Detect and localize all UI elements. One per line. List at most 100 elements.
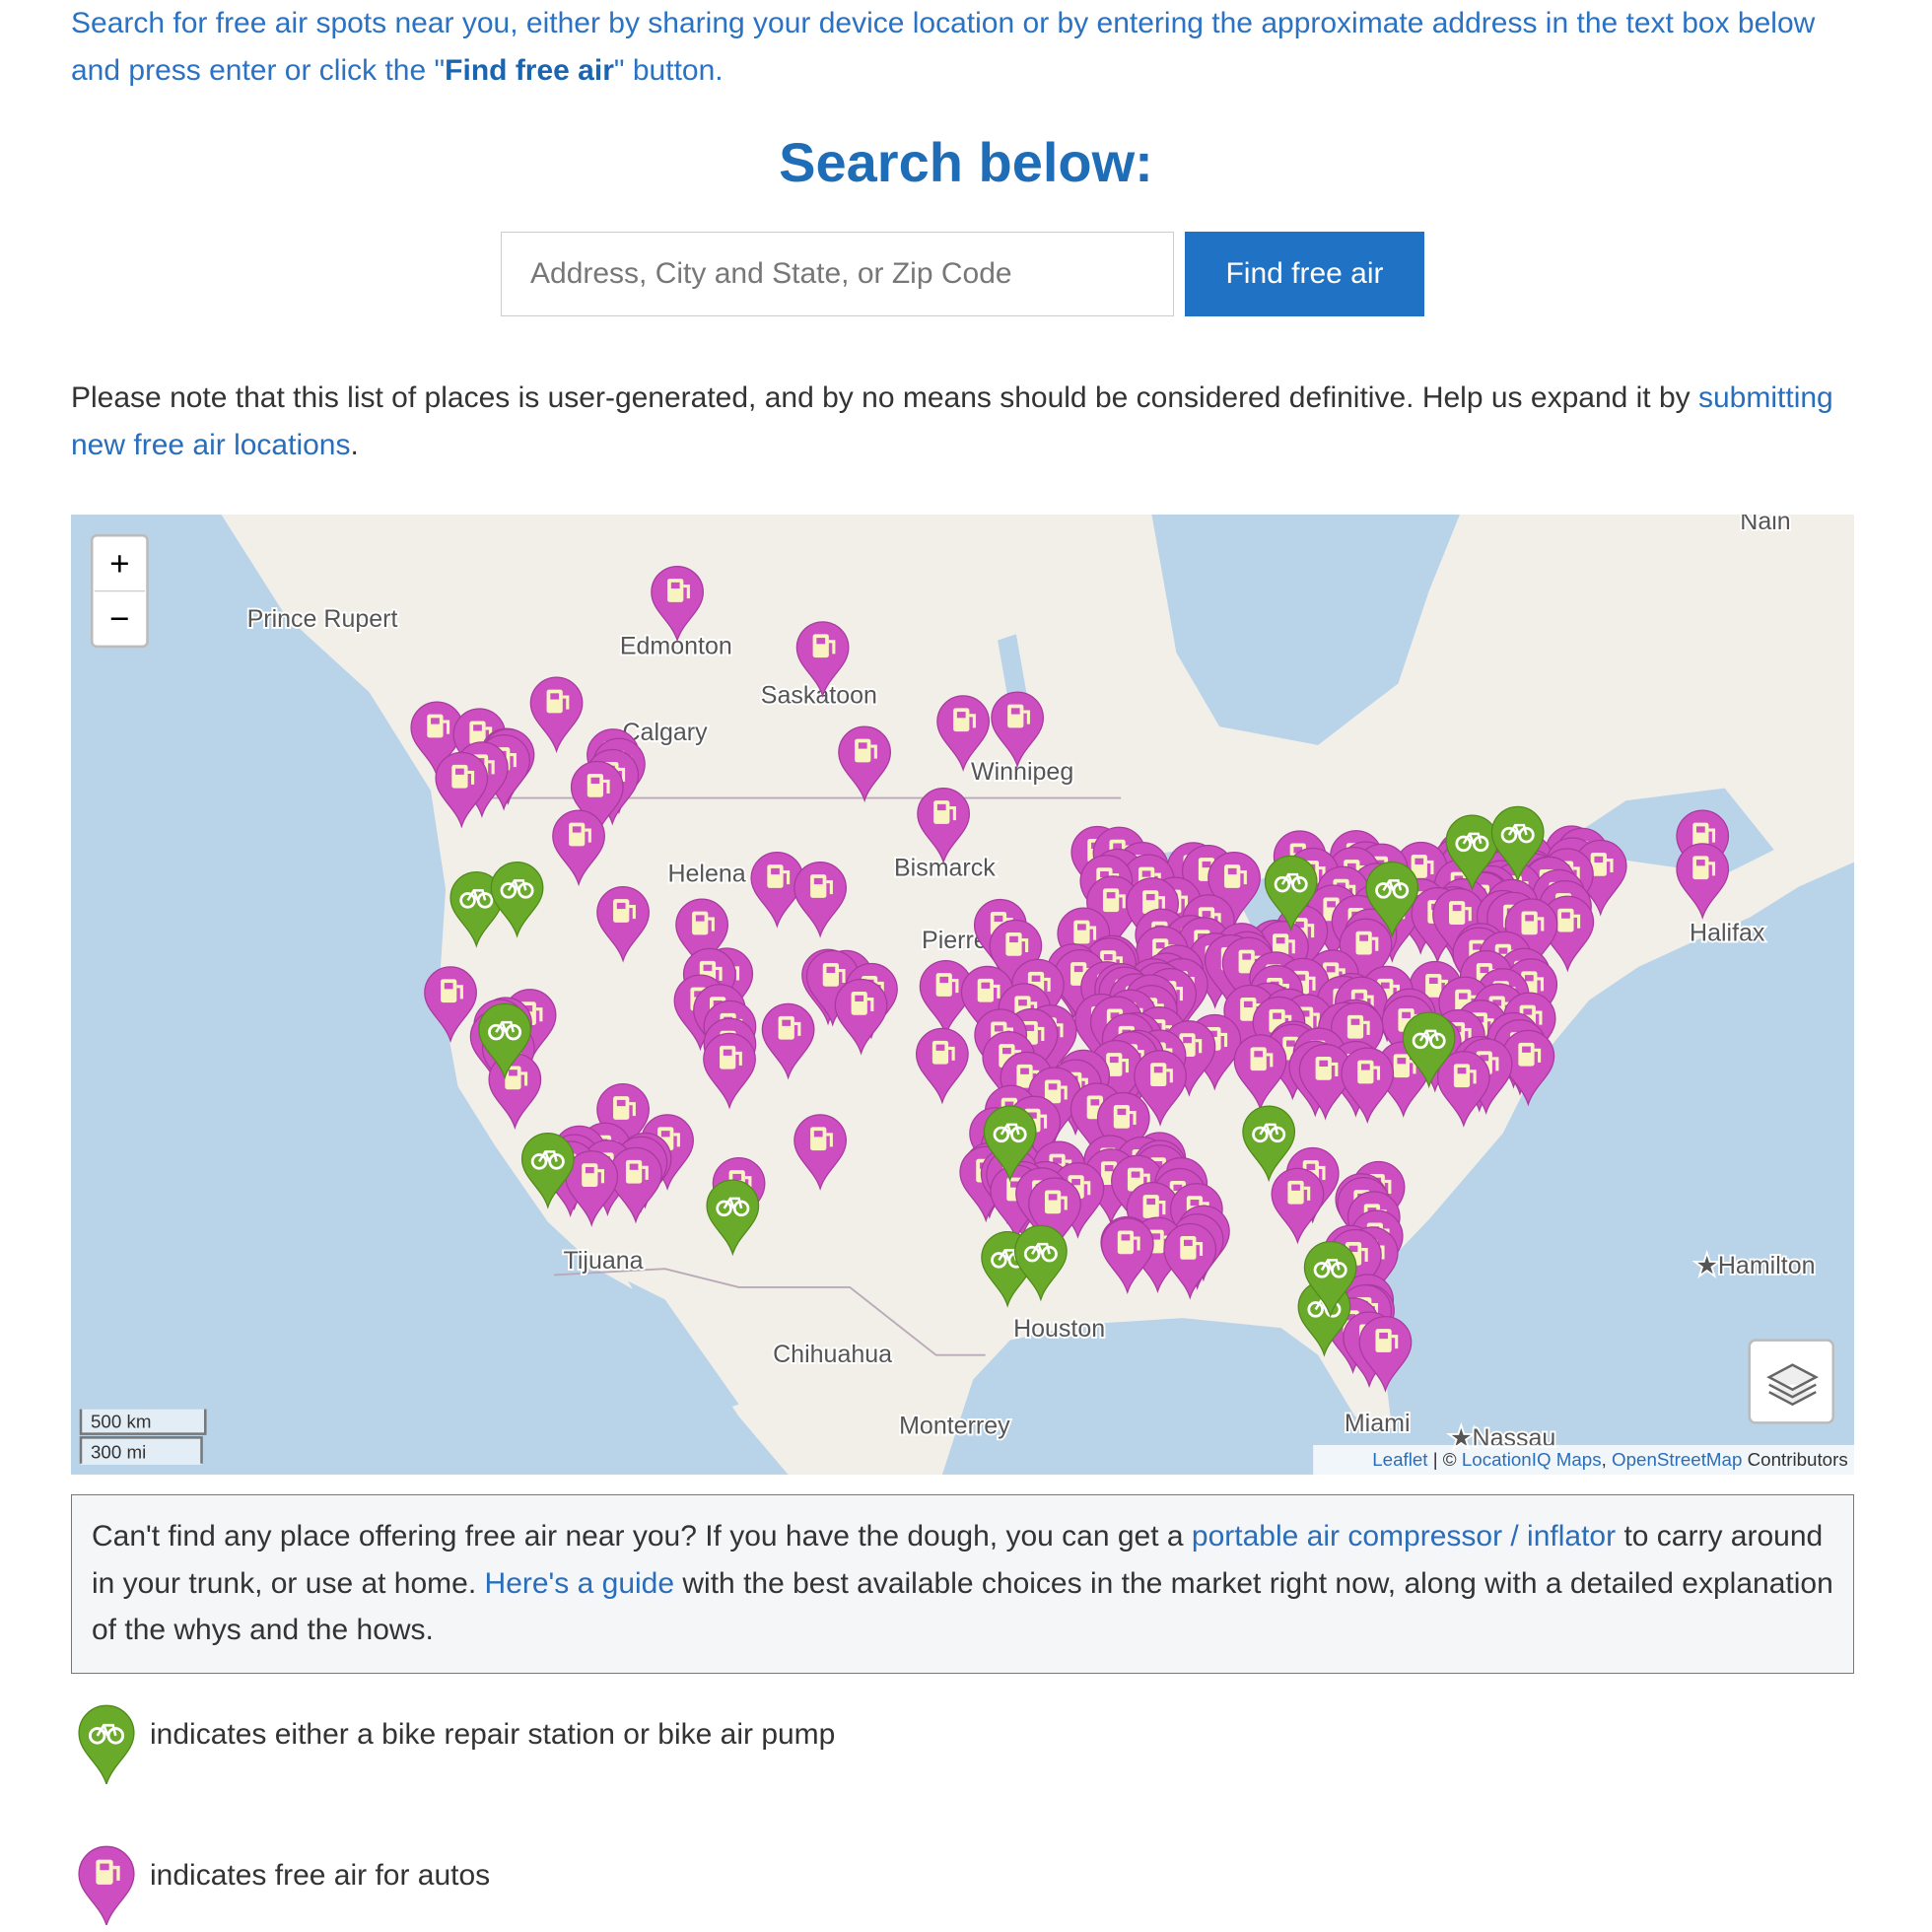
fuel-hose: [1373, 1066, 1381, 1080]
fuel-window: [1131, 1171, 1140, 1178]
fuel-window: [1360, 1064, 1370, 1070]
fuel-window: [1155, 942, 1165, 949]
auto-pin: [915, 1027, 969, 1105]
fuel-hose: [1363, 1020, 1370, 1035]
bike-pin: [1014, 1224, 1068, 1302]
bike-pin: [983, 1105, 1037, 1183]
fuel-hose: [1021, 937, 1029, 953]
auto-pin: [1432, 888, 1485, 965]
auto-pin: [1096, 1091, 1150, 1169]
fuel-icon: [1142, 1195, 1159, 1218]
fuel-window: [858, 742, 867, 749]
layers-icon: [1766, 1363, 1819, 1407]
city-label: Prince Rupert: [247, 605, 398, 633]
pin-body: [1358, 1316, 1413, 1393]
guide-link[interactable]: Here's a guide: [484, 1566, 675, 1600]
fuel-hose: [1130, 1110, 1137, 1126]
bike-pin: [1490, 805, 1545, 883]
bike-wheel: [1291, 875, 1308, 893]
fuel-icon: [767, 864, 784, 888]
fuel-icon: [1518, 1042, 1535, 1067]
fuel-window: [1100, 870, 1109, 878]
zoom-in[interactable]: +: [109, 544, 129, 583]
fuel-hose: [1318, 1165, 1326, 1180]
address-input[interactable]: Address, City and State, or Zip Code: [501, 232, 1174, 316]
find-button[interactable]: Find free air: [1185, 232, 1424, 316]
pin-body: [490, 861, 544, 938]
fuel-hose: [1537, 977, 1545, 992]
pin-body: [1096, 1091, 1150, 1169]
scale-km-line: [79, 1409, 207, 1435]
fuel-window: [1458, 993, 1468, 1000]
fuel-window: [1202, 911, 1211, 918]
bike-wheel: [993, 1126, 1010, 1143]
attribution: Leaflet | © LocationIQ Maps, OpenStreetM…: [1372, 1449, 1848, 1470]
zoom-out[interactable]: −: [109, 600, 129, 639]
fuel-window: [1457, 1068, 1467, 1074]
fuel-window: [550, 693, 560, 700]
fuel-window: [1071, 1179, 1080, 1186]
fuel-window: [1073, 965, 1083, 973]
pin-body: [1134, 1050, 1187, 1127]
bike-frame: [495, 1020, 516, 1033]
fuel-window: [782, 1019, 792, 1026]
bike-wheel: [530, 1153, 548, 1170]
fuel-window: [855, 995, 864, 1002]
fuel-window: [1183, 1239, 1193, 1247]
fuel-icon: [613, 899, 630, 923]
auto-pin: [703, 1032, 756, 1110]
fuel-window: [695, 915, 705, 922]
auto-pin: [651, 565, 704, 643]
fuel-icon: [1346, 1014, 1364, 1039]
scale-mi-box: [81, 1437, 202, 1465]
city-label: Miami: [1345, 1410, 1411, 1437]
bike-pin: [1303, 1241, 1357, 1318]
pin-body: [78, 1845, 135, 1925]
search-heading: Search below:: [779, 131, 1153, 193]
leaflet-link[interactable]: Leaflet: [1372, 1449, 1428, 1470]
bike-wheel: [1313, 1262, 1331, 1278]
fuel-window: [444, 983, 453, 990]
fuel-icon: [1393, 1054, 1410, 1078]
fuel-window: [703, 964, 713, 971]
fuel-hose: [1534, 1048, 1542, 1063]
pin-body: [834, 978, 888, 1056]
bike-wheel: [1472, 835, 1489, 853]
fuel-window: [1109, 1056, 1119, 1064]
auto-pin: [596, 885, 650, 963]
fuel-window: [813, 1131, 823, 1138]
fuel-hose: [488, 760, 495, 775]
pin-body: [1341, 1047, 1395, 1125]
pin-body: [596, 885, 650, 963]
fuel-window: [1104, 1164, 1114, 1172]
pin-body: [1264, 855, 1318, 932]
pin-body: [449, 870, 504, 948]
fuel-window: [1048, 1194, 1058, 1201]
pin-body: [795, 621, 850, 698]
fuel-hose: [826, 880, 833, 895]
pin-body: [1271, 1167, 1325, 1245]
pin-body: [917, 787, 971, 864]
locationiq-link[interactable]: LocationIQ Maps: [1462, 1449, 1602, 1470]
bike-wheel: [732, 1200, 750, 1217]
auto-pin: [1341, 1047, 1395, 1125]
fuel-window: [1117, 1108, 1127, 1116]
bike-wheel: [1023, 1245, 1041, 1263]
pin-body: [991, 691, 1045, 769]
bike-wheel: [1041, 1245, 1058, 1263]
bike-wheel: [476, 892, 494, 909]
fuel-window: [1031, 975, 1041, 982]
layers-control[interactable]: [1748, 1339, 1834, 1424]
osm-link[interactable]: OpenStreetMap: [1612, 1449, 1742, 1470]
hudson-bay: [1151, 515, 1460, 745]
city-label: Chihuahua: [773, 1341, 892, 1368]
submit-link[interactable]: submitting new free air locations: [71, 381, 1833, 461]
fuel-icon: [1521, 911, 1538, 935]
fuel-hose: [1708, 828, 1716, 843]
compressor-link[interactable]: portable air compressor / inflator: [1191, 1520, 1617, 1552]
bike-frame: [1382, 879, 1403, 892]
fuel-window: [1498, 947, 1508, 954]
bike-pin: [1264, 855, 1318, 932]
